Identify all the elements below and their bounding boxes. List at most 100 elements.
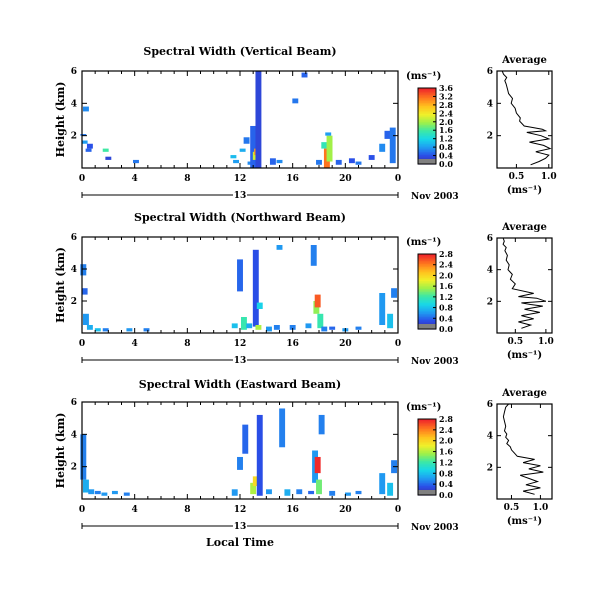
heatmap-cell [255, 71, 262, 168]
heatmap-cell [316, 159, 322, 165]
x-tick-label: 8 [184, 174, 190, 184]
colorbar-segment [418, 477, 436, 480]
colorbar-segment [418, 145, 436, 148]
colorbar-segment [418, 271, 436, 274]
y-tick-label: 6 [71, 67, 77, 77]
y-tick-label: 4 [71, 99, 77, 109]
colorbar-tick-label: 2.4 [439, 260, 453, 270]
x-tick-label: 0 [395, 339, 401, 349]
colorbar-segment [418, 476, 436, 479]
colorbar-tick-label: 2.0 [439, 436, 453, 446]
heatmap-cell [305, 323, 312, 329]
colorbar-tick-label: 2.4 [439, 425, 453, 435]
colorbar-segment [418, 89, 436, 92]
colorbar-segment [418, 304, 436, 307]
heatmap-cell [231, 489, 238, 496]
panel-title: Spectral Width (Vertical Beam) [143, 45, 336, 58]
heatmap-cell [85, 148, 92, 152]
colorbar-segment [418, 300, 436, 304]
colorbar-segment [418, 119, 436, 122]
colorbar-segment [418, 453, 436, 457]
colorbar-segment [418, 129, 436, 132]
heatmap-cell [81, 288, 88, 295]
heatmap-cell [237, 456, 243, 470]
colorbar-segment [418, 118, 436, 121]
colorbar-segment [418, 103, 436, 107]
heatmap-cell [389, 127, 396, 164]
colorbar-tick-label: 2.4 [439, 108, 453, 118]
colorbar-segment [418, 483, 436, 487]
colorbar-segment [418, 289, 436, 293]
colorbar-segment [418, 314, 436, 318]
colorbar-segment [418, 419, 436, 422]
colorbar-segment [418, 141, 436, 145]
average-y-tick-label: 2 [487, 463, 493, 473]
colorbar-segment [418, 102, 436, 105]
colorbar-segment [418, 143, 436, 146]
heatmap-cell [266, 326, 272, 332]
heatmap-cell [102, 328, 109, 332]
average-y-tick-label: 4 [487, 432, 493, 442]
x-tick-label: 0 [79, 505, 85, 515]
heatmap-cell [246, 323, 253, 329]
colorbar-segment [418, 460, 436, 463]
colorbar-segment [418, 264, 436, 268]
colorbar-segment [418, 482, 436, 485]
colorbar-segment [418, 137, 436, 140]
colorbar-frame [417, 418, 437, 496]
colorbar-tick-label: 0.4 [439, 479, 453, 489]
colorbar-segment [418, 438, 436, 441]
colorbar-tick-label: 3.2 [439, 91, 453, 101]
colorbar-tick-label: 2.0 [439, 117, 453, 127]
average-frame [496, 70, 553, 169]
heatmap-cell [86, 143, 93, 149]
x-tick-label: 16 [286, 174, 299, 184]
colorbar-segment [418, 447, 436, 450]
average-x-axis-label: (ms⁻¹) [507, 185, 542, 196]
heatmap-cell [335, 159, 342, 165]
heatmap-cell [279, 408, 286, 448]
colorbar-segment [418, 95, 436, 99]
heatmap-cell [239, 148, 246, 152]
colorbar-segment [418, 88, 436, 91]
heatmap-cell [292, 98, 299, 104]
colorbar-segment [418, 285, 436, 288]
average-x-tick-label: 1.0 [533, 503, 549, 513]
date-month-label: Nov 2003 [411, 523, 459, 533]
colorbar-segment [418, 449, 436, 452]
heatmap-cell [242, 424, 249, 454]
x-tick-label: 0 [79, 174, 85, 184]
colorbar-segment [418, 97, 436, 100]
colorbar-segment [418, 464, 436, 468]
x-tick-label: 20 [339, 505, 352, 515]
colorbar-segment [418, 151, 436, 154]
x-tick-label: 20 [339, 174, 352, 184]
colorbar-segment [418, 450, 436, 453]
colorbar-segment [418, 99, 436, 102]
colorbar-segment [418, 455, 436, 458]
heatmap-cell [94, 328, 101, 332]
colorbar-tick-label: 1.6 [439, 125, 453, 135]
y-tick-label: 4 [71, 265, 77, 275]
colorbar-segment [418, 274, 436, 277]
colorbar-unit: (ms⁻¹) [406, 402, 441, 413]
colorbar-segment [418, 474, 436, 477]
average-y-tick-label: 4 [487, 266, 493, 276]
colorbar-segment [418, 469, 436, 472]
average-profile-panel-3: Average 2 4 6 0.5 1.0 (ms⁻¹) [487, 388, 553, 527]
colorbar-segment [418, 434, 436, 438]
colorbar-segment [418, 313, 436, 316]
heatmap-cell [326, 135, 333, 162]
x-tick-label: 20 [339, 339, 352, 349]
average-x-axis-label: (ms⁻¹) [507, 516, 542, 527]
colorbar-tick-label: 1.6 [439, 447, 453, 457]
colorbar-segment [418, 275, 436, 279]
colorbar-segment [418, 305, 436, 308]
heatmap-cell [102, 148, 109, 152]
heatmap-cell [266, 489, 272, 495]
colorbar-segment [418, 280, 436, 283]
heatmap-cells [80, 71, 396, 168]
colorbar-segment [418, 132, 436, 135]
colorbar-tick-label: 0.0 [439, 490, 453, 500]
x-tick-label: 4 [132, 505, 138, 515]
